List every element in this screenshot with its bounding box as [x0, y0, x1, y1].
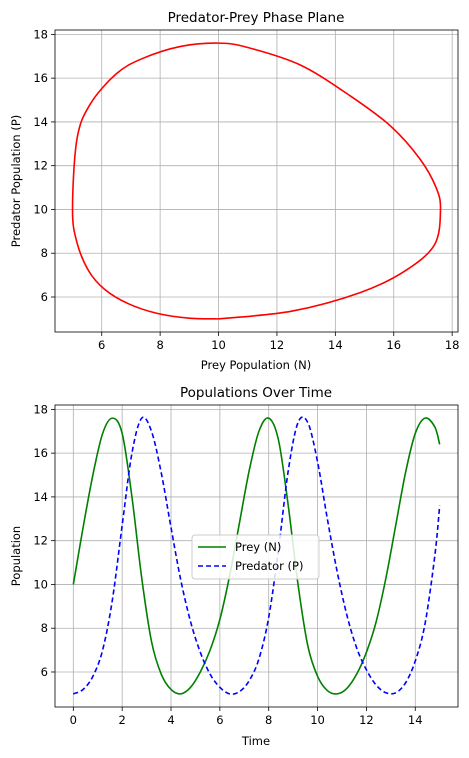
y-tick-label: 6 — [41, 665, 48, 679]
y-tick-label: 6 — [41, 290, 48, 304]
legend-label-predator: Predator (P) — [235, 559, 303, 573]
ticks: 0 2 4 6 8 10 12 14 6 8 10 12 14 16 18 — [33, 402, 422, 727]
x-tick-label: 2 — [119, 713, 126, 727]
series-line-0 — [72, 417, 441, 695]
x-tick-label: 0 — [70, 713, 77, 727]
legend: Prey (N) Predator (P) — [191, 534, 320, 580]
legend-label-prey: Prey (N) — [235, 540, 281, 554]
x-tick-label: 12 — [270, 338, 285, 352]
y-tick-label: 14 — [33, 115, 48, 129]
x-tick-label: 14 — [408, 713, 423, 727]
x-tick-label: 12 — [359, 713, 374, 727]
axes-frame — [54, 404, 459, 708]
y-tick-label: 18 — [33, 402, 48, 416]
ticks: 6 8 10 12 14 16 18 6 8 10 12 14 16 18 — [33, 27, 459, 352]
x-tick-label: 4 — [167, 713, 174, 727]
y-tick-label: 18 — [33, 27, 48, 41]
y-tick-label: 8 — [41, 621, 48, 635]
x-axis-label: Time — [241, 734, 270, 748]
y-tick-label: 10 — [33, 577, 48, 591]
axes-frame — [54, 29, 459, 333]
x-tick-label: 10 — [310, 713, 325, 727]
y-tick-label: 12 — [33, 159, 48, 173]
time-series-chart: Populations Over Time 0 2 4 6 8 10 12 14 6 8 10 12 1… — [9, 385, 459, 748]
x-axis-label: Prey Population (N) — [201, 358, 311, 372]
plot-area — [55, 30, 458, 332]
chart-title: Predator-Prey Phase Plane — [168, 10, 345, 26]
x-tick-label: 14 — [328, 338, 343, 352]
x-tick-label: 8 — [265, 713, 272, 727]
y-axis-label: Predator Population (P) — [9, 115, 23, 248]
y-tick-label: 16 — [33, 71, 48, 85]
x-tick-label: 18 — [445, 338, 460, 352]
x-tick-label: 16 — [386, 338, 401, 352]
y-tick-label: 10 — [33, 202, 48, 216]
x-tick-label: 6 — [98, 338, 105, 352]
series-layer — [71, 42, 442, 320]
phase-plane-chart: Predator-Prey Phase Plane 6 8 10 12 14 16 18 6 8… — [9, 10, 459, 372]
chart-title: Populations Over Time — [180, 385, 332, 401]
y-tick-label: 12 — [33, 534, 48, 548]
x-tick-label: 10 — [211, 338, 226, 352]
series-line-0 — [71, 42, 442, 320]
y-axis-label: Population — [9, 526, 23, 586]
grid — [55, 30, 458, 332]
y-tick-label: 14 — [33, 490, 48, 504]
y-tick-label: 16 — [33, 446, 48, 460]
series-layer — [72, 416, 441, 695]
legend-box — [191, 534, 320, 580]
x-tick-label: 6 — [216, 713, 223, 727]
y-tick-label: 8 — [41, 246, 48, 260]
x-tick-label: 8 — [156, 338, 163, 352]
